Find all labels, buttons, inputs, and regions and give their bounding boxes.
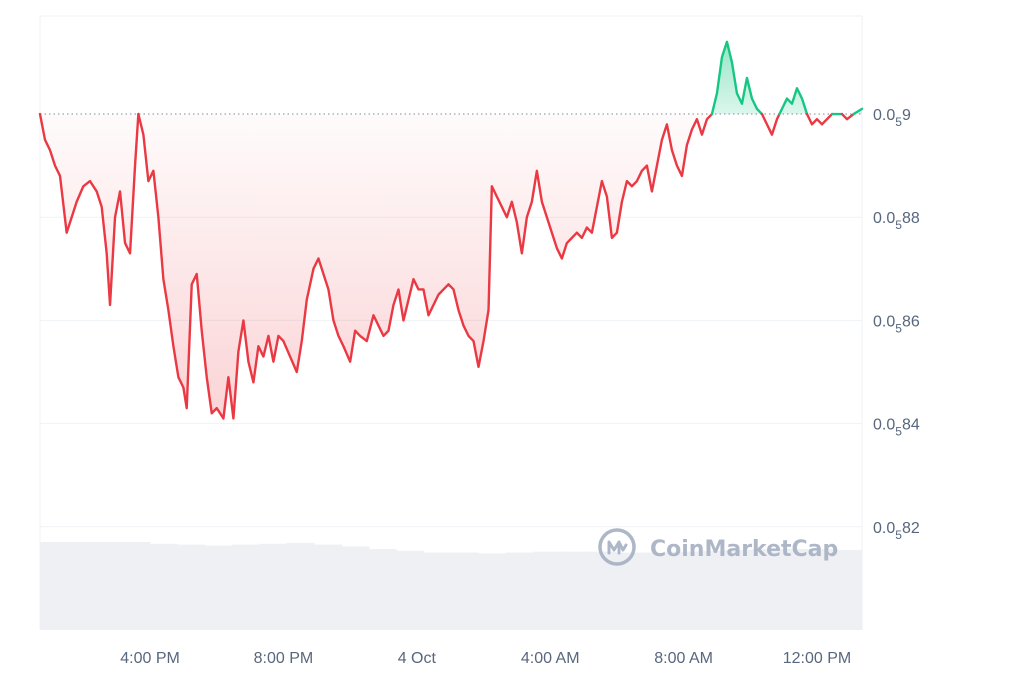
area-below-baseline xyxy=(138,114,712,419)
price-line xyxy=(38,40,864,420)
area-below-baseline xyxy=(761,114,780,135)
volume-bar xyxy=(67,542,96,630)
x-tick-label: 4 Oct xyxy=(398,650,437,667)
price-line-down xyxy=(760,112,781,136)
volume-bar xyxy=(779,549,808,630)
price-line-up xyxy=(852,107,864,116)
volume-bar xyxy=(807,549,836,630)
x-axis-ticks: 4:00 PM 8:00 PM 4 Oct 4:00 AM 8:00 AM 12:00 P… xyxy=(120,650,851,667)
volume-bar xyxy=(368,549,397,630)
x-tick-label: 8:00 AM xyxy=(654,650,713,667)
volume-bar xyxy=(231,544,260,630)
volume-bar xyxy=(149,543,178,630)
y-axis-ticks: 0.059 0.0588 0.0586 0.0584 0.0582 xyxy=(873,107,920,542)
volume-bar xyxy=(40,542,68,630)
price-line-down xyxy=(805,112,834,126)
y-tick-label: 0.0588 xyxy=(873,210,920,232)
volume-bar xyxy=(505,552,534,630)
volume-bar xyxy=(396,550,425,630)
price-line-up xyxy=(778,87,809,116)
volume-bar xyxy=(204,545,233,630)
volume-bar xyxy=(533,551,562,630)
x-tick-label: 4:00 AM xyxy=(521,650,580,667)
area-below-baseline xyxy=(40,114,139,305)
y-tick-label: 0.0584 xyxy=(873,417,920,439)
area-above-baseline xyxy=(711,41,762,115)
x-tick-label: 4:00 PM xyxy=(120,650,180,667)
price-line-down xyxy=(38,112,140,307)
volume-bar xyxy=(177,544,205,630)
volume-bar xyxy=(725,549,753,630)
volume-bar xyxy=(670,551,699,630)
volume-bar xyxy=(314,544,342,630)
volume-bar xyxy=(697,550,726,630)
volume-bar xyxy=(752,549,781,630)
volume-bar xyxy=(341,546,370,630)
volume-bar xyxy=(478,553,507,630)
y-tick-label: 0.059 xyxy=(873,107,911,129)
volume-bar xyxy=(560,551,589,630)
watermark-brand: CoinMarketCap xyxy=(650,537,838,562)
volume-bar xyxy=(451,552,479,630)
volume-bars xyxy=(40,542,863,630)
x-tick-label: 8:00 PM xyxy=(254,650,314,667)
volume-bar xyxy=(286,542,315,630)
volume-bar xyxy=(834,549,863,630)
y-tick-label: 0.0586 xyxy=(873,313,920,335)
x-tick-label: 12:00 PM xyxy=(783,650,851,667)
volume-bar xyxy=(94,542,123,630)
price-line-down xyxy=(137,112,714,420)
price-line-up xyxy=(710,40,764,116)
volume-bar xyxy=(423,552,452,630)
watermark: CoinMarketCap xyxy=(598,528,838,566)
coinmarketcap-logo-icon xyxy=(598,528,636,566)
volume-bar xyxy=(259,543,288,630)
y-tick-label: 0.0582 xyxy=(873,520,920,542)
volume-bar xyxy=(122,542,151,630)
volume-bar xyxy=(642,552,671,630)
price-line-down xyxy=(840,112,855,121)
